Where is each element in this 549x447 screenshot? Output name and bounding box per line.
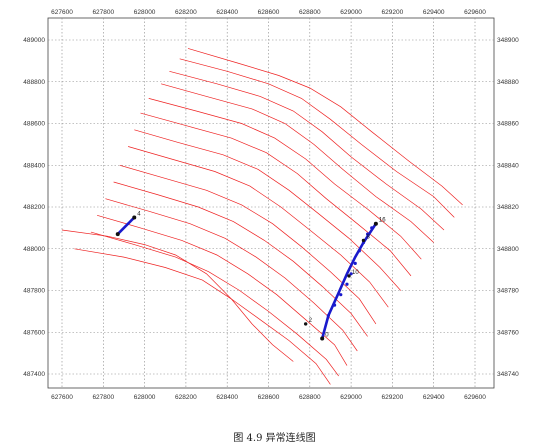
x-tick-label-top: 629000 <box>340 9 362 16</box>
x-tick-label-bottom: 629000 <box>340 394 362 401</box>
contour-line <box>97 214 348 366</box>
contour-line <box>113 181 368 337</box>
labeled-point <box>303 322 308 326</box>
x-tick-label-bottom: 629200 <box>382 394 404 401</box>
x-tick-label-bottom: 629600 <box>464 394 486 401</box>
x-tick-label-top: 628400 <box>216 9 238 16</box>
anomaly-marker <box>357 249 361 253</box>
point-label: 0 <box>325 333 329 339</box>
point-label: 16 <box>379 218 386 224</box>
anomaly-marker <box>332 303 337 307</box>
x-tick-label-top: 629400 <box>423 9 445 16</box>
tick-layer: 627600 627600 627800 627800 628000 628000 6282… <box>23 9 519 401</box>
contour-line <box>148 98 422 260</box>
point-label: 4 <box>137 211 141 217</box>
y-tick-label-right: 348840 <box>497 162 519 169</box>
x-tick-label-top: 629200 <box>382 9 404 16</box>
x-tick-label-bottom: 628200 <box>175 394 197 401</box>
x-tick-label-top: 628600 <box>258 9 280 16</box>
contour-line <box>128 146 389 308</box>
contour-line <box>179 58 455 218</box>
anomaly-line <box>320 222 378 340</box>
anomaly-marker <box>345 282 349 286</box>
labeled-point <box>132 215 136 220</box>
point-label: 2 <box>309 318 313 324</box>
x-tick-label-top: 627600 <box>51 9 73 16</box>
y-tick-label-right: 348820 <box>497 204 519 211</box>
contour-line <box>119 164 377 325</box>
anomaly-endpoint <box>115 232 120 237</box>
grid-layer <box>48 18 494 388</box>
y-tick-label-left: 488400 <box>23 162 45 169</box>
y-tick-label-left: 488200 <box>23 204 45 211</box>
x-tick-label-bottom: 628600 <box>258 394 280 401</box>
figure-caption: 图 4.9 异常连线图 <box>233 433 316 444</box>
labeled-point <box>361 238 366 243</box>
contour-line <box>105 198 358 352</box>
plot-frame <box>47 17 495 389</box>
y-tick-label-left: 487600 <box>23 329 45 336</box>
contour-line <box>161 83 434 243</box>
anomaly-marker <box>339 293 343 297</box>
anomaly-marker <box>370 226 374 230</box>
y-tick-label-left: 488600 <box>23 121 45 128</box>
contour-layer <box>61 48 463 385</box>
x-tick-label-bottom: 629400 <box>423 394 445 401</box>
contour-line <box>140 112 412 277</box>
labeled-point <box>320 336 324 341</box>
point-label: 8 <box>366 234 370 240</box>
x-tick-label-bottom: 628400 <box>216 394 238 401</box>
anomaly-marker <box>353 261 357 265</box>
anomaly-marker <box>366 232 370 236</box>
y-tick-label-left: 489000 <box>23 37 45 44</box>
y-tick-label-left: 487400 <box>23 371 45 378</box>
x-tick-label-bottom: 627600 <box>51 394 73 401</box>
anomaly-line <box>116 216 136 236</box>
anomaly-marker <box>349 272 353 276</box>
contour-line <box>61 229 294 362</box>
y-tick-label-right: 348800 <box>497 246 519 253</box>
y-tick-label-left: 488000 <box>23 246 45 253</box>
labeled-point <box>374 222 378 226</box>
y-tick-label-right: 348860 <box>497 121 519 128</box>
x-tick-label-bottom: 628000 <box>134 394 156 401</box>
anomaly-marker <box>326 313 330 318</box>
x-tick-label-top: 628200 <box>175 9 197 16</box>
x-tick-label-top: 629600 <box>464 9 486 16</box>
x-tick-label-top: 628000 <box>134 9 156 16</box>
x-tick-label-top: 627800 <box>92 9 114 16</box>
contour-line <box>187 48 463 206</box>
y-tick-label-right: 348880 <box>497 79 519 86</box>
x-tick-label-bottom: 627800 <box>92 394 114 401</box>
y-tick-label-right: 348900 <box>497 37 519 44</box>
contour-line <box>134 129 401 291</box>
y-tick-label-left: 488800 <box>23 79 45 86</box>
anomaly-layer <box>115 215 378 341</box>
x-tick-label-bottom: 628800 <box>299 394 321 401</box>
y-tick-label-right: 348760 <box>497 329 519 336</box>
x-tick-label-top: 628800 <box>299 9 321 16</box>
point-label: 10 <box>352 270 359 276</box>
map-plot: 627600 627600 627800 627800 628000 628000 6282… <box>23 9 519 401</box>
labeled-point <box>347 274 351 278</box>
y-tick-label-right: 348740 <box>497 371 519 378</box>
y-tick-label-left: 487800 <box>23 288 45 295</box>
y-tick-label-right: 348780 <box>497 288 519 295</box>
contour-line <box>90 231 339 377</box>
contour-line <box>169 70 445 231</box>
